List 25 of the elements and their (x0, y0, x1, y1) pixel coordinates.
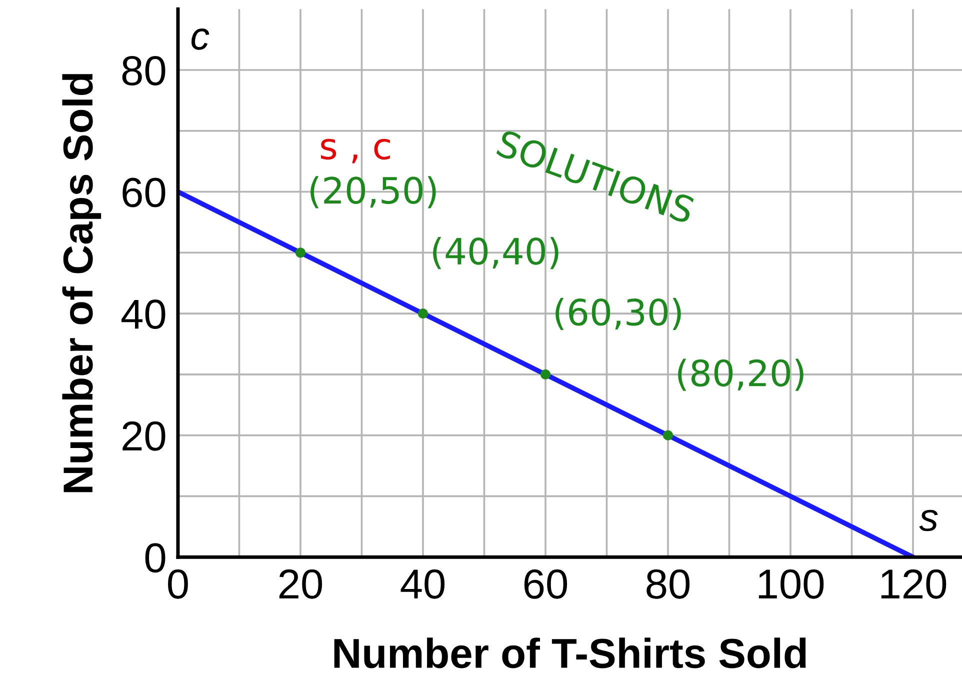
annotation: s , c (321, 138, 390, 164)
annotation: (80,20) (678, 358, 804, 391)
annotation: c (191, 28, 210, 50)
y-tick-label: 20 (122, 421, 166, 451)
annotation: (40,40) (433, 236, 558, 270)
x-tick-label: 40 (400, 569, 445, 599)
point (418, 308, 428, 319)
x-tick-label: 80 (646, 569, 690, 599)
y-tick-label: 40 (121, 300, 166, 330)
y-tick-label: 80 (122, 56, 166, 86)
y-tick-label: 0 (145, 543, 166, 573)
point (540, 369, 551, 380)
y-axis-title: Number of Caps Sold (62, 74, 102, 492)
annotation: (20,50) (310, 176, 436, 208)
x-tick-label: 120 (881, 569, 946, 599)
x-tick-label: 60 (524, 569, 568, 599)
annotation: (60,30) (556, 298, 681, 330)
y-tick-label: 60 (122, 178, 166, 208)
x-tick-label: 0 (168, 569, 188, 599)
x-axis-title: Number of T-Shirts Sold (334, 638, 806, 668)
annotation: s (919, 510, 938, 532)
x-tick-label: 100 (758, 569, 824, 599)
x-tick-label: 20 (279, 569, 322, 599)
point (295, 248, 306, 258)
point (662, 430, 674, 440)
